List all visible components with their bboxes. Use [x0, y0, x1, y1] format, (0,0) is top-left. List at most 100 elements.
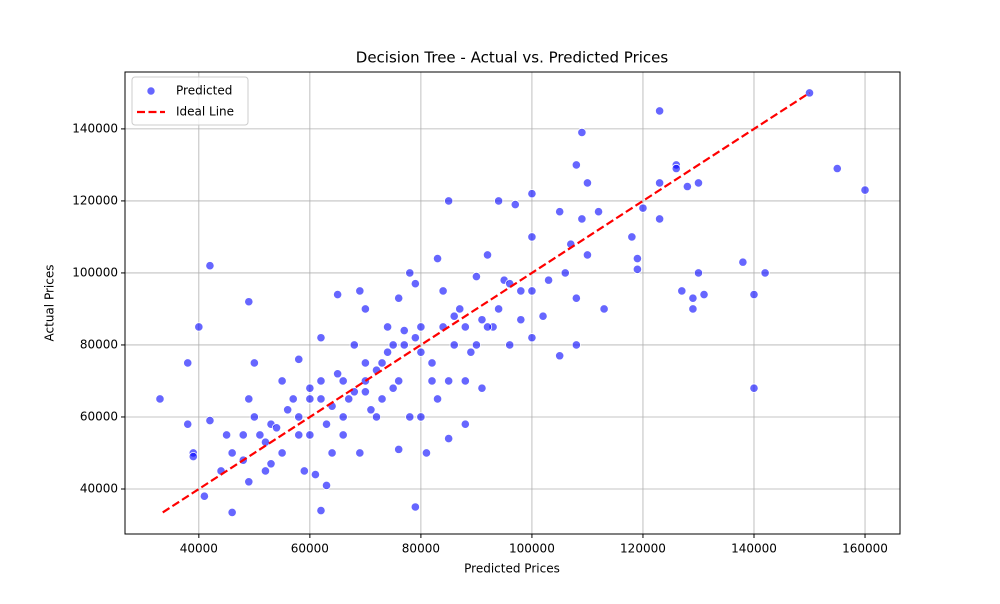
- scatter-point: [516, 315, 526, 325]
- scatter-point: [593, 207, 604, 217]
- scatter-point: [277, 376, 287, 386]
- scatter-point: [244, 477, 254, 487]
- scatter-point: [338, 412, 348, 422]
- scatter-point: [444, 376, 454, 386]
- scatter-point: [399, 325, 409, 336]
- scatter-point: [327, 448, 337, 458]
- scatter-point: [571, 160, 581, 170]
- scatter-point: [249, 358, 259, 368]
- scatter-point: [543, 275, 554, 285]
- scatter-point: [693, 268, 704, 278]
- scatter-point: [360, 358, 370, 368]
- scatter-point: [516, 286, 526, 296]
- scatter-point: [638, 203, 648, 213]
- scatter-point: [427, 358, 437, 368]
- scatter-point: [577, 214, 587, 224]
- scatter-point: [244, 297, 254, 307]
- scatter-point: [460, 419, 470, 429]
- scatter-point: [388, 340, 398, 350]
- y-tick-label: 120000: [72, 193, 118, 207]
- scatter-point: [655, 106, 665, 116]
- scatter-point: [560, 268, 570, 278]
- scatter-point: [394, 293, 404, 303]
- scatter-point: [266, 459, 276, 469]
- scatter-point: [321, 480, 332, 490]
- scatter-point: [338, 430, 348, 440]
- x-tick-label: 40000: [180, 542, 218, 556]
- scatter-point: [283, 405, 293, 415]
- scatter-point: [571, 293, 581, 303]
- scatter-point: [582, 178, 593, 188]
- scatter-point: [477, 383, 487, 393]
- scatter-point: [432, 394, 443, 404]
- scatter-point: [632, 264, 643, 274]
- scatter-point: [183, 419, 193, 429]
- scatter-point: [271, 423, 282, 433]
- scatter-point: [244, 394, 254, 404]
- scatter-point: [382, 347, 393, 357]
- scatter-point: [482, 250, 493, 260]
- scatter-point: [432, 253, 443, 264]
- scatter-point: [305, 394, 315, 404]
- scatter-point: [199, 491, 209, 501]
- y-tick-label: 100000: [72, 265, 118, 279]
- scatter-point: [693, 178, 704, 188]
- scatter-point: [738, 257, 748, 267]
- scatter-point: [466, 347, 476, 357]
- scatter-point: [377, 394, 387, 404]
- scatter-point: [571, 340, 581, 350]
- scatter-point: [333, 369, 343, 379]
- x-tick-label: 100000: [509, 542, 555, 556]
- scatter-point: [860, 185, 870, 195]
- scatter-point: [471, 340, 482, 350]
- scatter-point: [316, 333, 326, 343]
- x-tick-label: 120000: [620, 542, 666, 556]
- scatter-point: [749, 289, 759, 300]
- scatter-point: [832, 163, 842, 174]
- scatter-point: [360, 387, 370, 397]
- legend-marker: [146, 86, 156, 96]
- scatter-point: [316, 376, 326, 386]
- scatter-point: [671, 163, 681, 174]
- scatter-point: [427, 376, 437, 386]
- scatter-point: [494, 196, 504, 206]
- scatter-point: [527, 286, 537, 296]
- scatter-point: [360, 304, 370, 314]
- scatter-point: [316, 505, 326, 516]
- scatter-point: [582, 250, 593, 260]
- scatter-point: [333, 289, 343, 300]
- scatter-point: [627, 232, 637, 242]
- scatter-point: [288, 394, 298, 404]
- chart-title: Decision Tree - Actual vs. Predicted Pri…: [356, 49, 669, 67]
- ideal-line: [162, 91, 811, 514]
- scatter-point: [438, 286, 448, 296]
- scatter-point: [444, 196, 454, 206]
- scatter-point: [538, 311, 548, 321]
- scatter-point: [632, 253, 643, 264]
- scatter-point: [416, 347, 426, 357]
- y-tick-label: 140000: [72, 121, 118, 135]
- scatter-point: [205, 261, 215, 271]
- scatter-point: [355, 286, 365, 296]
- legend-label: Predicted: [176, 84, 232, 98]
- scatter-point: [688, 293, 698, 303]
- scatter-point: [227, 507, 237, 517]
- x-tick-label: 140000: [731, 542, 777, 556]
- scatter-point: [410, 333, 420, 343]
- scatter-point: [321, 419, 332, 429]
- scatter-point: [305, 430, 315, 440]
- x-tick-label: 160000: [842, 542, 888, 556]
- scatter-point: [494, 304, 504, 314]
- scatter-point: [194, 322, 204, 332]
- y-tick-label: 60000: [80, 409, 118, 423]
- scatter-point: [510, 199, 520, 210]
- scatter-point: [294, 354, 304, 364]
- scatter-point: [749, 383, 759, 393]
- scatter-point: [388, 383, 398, 393]
- scatter-point: [277, 448, 287, 458]
- scatter-point: [305, 383, 315, 393]
- scatter-point: [449, 340, 459, 350]
- scatter-point: [655, 214, 665, 224]
- scatter-point: [188, 451, 198, 462]
